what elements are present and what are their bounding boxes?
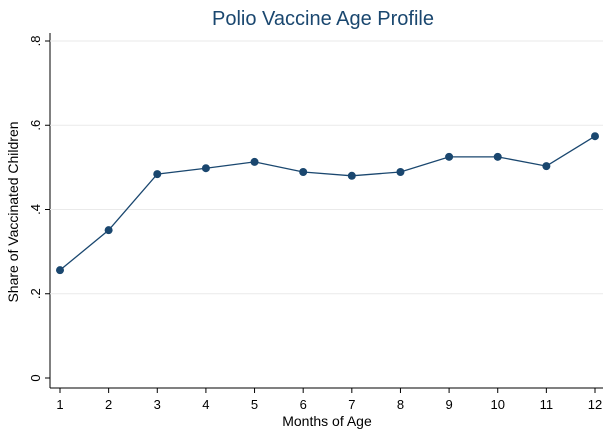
point <box>153 170 162 179</box>
x-tick-label: 11 <box>540 397 554 412</box>
x-tick-label: 9 <box>445 397 452 412</box>
y-tick-label: .2 <box>28 288 43 299</box>
x-tick-label: 12 <box>588 397 602 412</box>
y-axis-label: Share of Vaccinated Children <box>5 121 21 302</box>
point <box>591 132 599 141</box>
line <box>59 135 596 271</box>
point <box>347 171 356 180</box>
point <box>396 168 405 177</box>
chart-title: Polio Vaccine Age Profile <box>212 8 434 30</box>
point <box>445 152 454 161</box>
point <box>542 162 551 171</box>
point <box>104 226 113 235</box>
x-tick-label: 10 <box>490 397 504 412</box>
x-tick-label: 4 <box>202 397 209 412</box>
y-tick-label: 0 <box>28 374 43 381</box>
y-tick-label: .6 <box>28 120 43 131</box>
point <box>493 152 502 161</box>
x-tick-label: 2 <box>105 397 112 412</box>
x-tick-label: 8 <box>397 397 404 412</box>
x-tick-label: 5 <box>251 397 258 412</box>
x-tick-label: 6 <box>300 397 307 412</box>
x-tick-label: 7 <box>348 397 355 412</box>
x-tick-label: 3 <box>154 397 161 412</box>
point <box>250 157 259 166</box>
x-axis-label: Months of Age <box>282 413 372 429</box>
point <box>201 164 210 173</box>
point <box>299 168 308 177</box>
point <box>56 266 64 275</box>
x-tick-label: 1 <box>56 397 63 412</box>
y-tick-label: .8 <box>28 36 43 47</box>
y-tick-label: .4 <box>28 204 43 215</box>
